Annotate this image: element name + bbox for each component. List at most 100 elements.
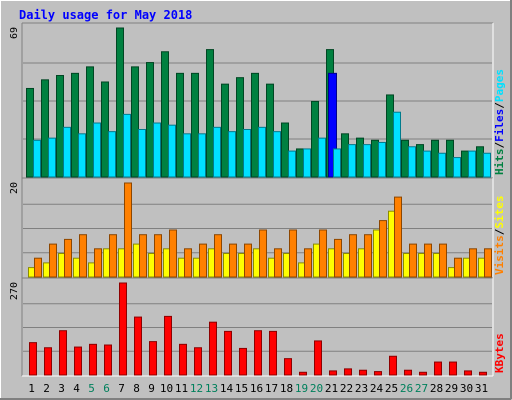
bar-visits: [64, 238, 72, 278]
bar-files: [328, 72, 337, 178]
bar-pages: [303, 148, 311, 178]
bar-visits: [199, 243, 207, 278]
x-tick-label: 19: [295, 382, 308, 395]
bar-pages: [123, 113, 131, 178]
x-tick-label: 3: [58, 382, 65, 395]
bar-pages: [423, 150, 431, 178]
bar-kbytes: [29, 342, 37, 376]
x-tick-label: 7: [118, 382, 125, 395]
bar-hits: [131, 66, 139, 178]
bar-visits: [169, 229, 177, 278]
bar-hits: [461, 150, 469, 178]
side-legend-text: Hits/Files/Pages: [493, 69, 506, 175]
bar-hits: [236, 77, 244, 178]
legend-item-kbytes: KBytes: [493, 333, 506, 373]
legend-item-visits: Visits: [493, 235, 506, 275]
bar-visits: [49, 243, 57, 278]
bar-hits: [71, 72, 79, 178]
bar-kbytes: [344, 368, 352, 376]
bar-visits: [34, 257, 42, 278]
bar-visits: [79, 234, 87, 278]
x-tick-label: 31: [475, 382, 488, 395]
bar-kbytes: [359, 369, 367, 376]
bar-hits: [386, 94, 394, 178]
x-tick-label: 23: [355, 382, 368, 395]
bar-pages: [393, 111, 401, 178]
x-tick-label: 29: [445, 382, 458, 395]
bar-kbytes: [119, 282, 127, 376]
x-tick-label: 20: [310, 382, 323, 395]
panel-visits-sites: 20 Visits/Sites: [9, 177, 506, 279]
bar-kbytes: [89, 343, 97, 376]
x-tick-label: 13: [205, 382, 218, 395]
bar-kbytes: [74, 346, 82, 376]
bar-hits: [176, 72, 184, 178]
bar-visits: [394, 196, 402, 278]
bar-pages: [108, 131, 116, 178]
bar-pages: [333, 148, 341, 178]
bar-pages: [483, 152, 491, 178]
bar-hits: [446, 139, 454, 178]
bar-visits: [244, 243, 252, 278]
x-tick-label: 6: [103, 382, 110, 395]
bar-visits: [364, 234, 372, 278]
bar-kbytes: [389, 355, 397, 376]
bar-kbytes: [329, 370, 337, 376]
bar-visits: [304, 248, 312, 278]
bar-pages: [63, 126, 71, 178]
bar-kbytes: [239, 347, 247, 376]
bar-pages: [33, 139, 41, 178]
x-tick-label: 10: [160, 382, 173, 395]
bar-kbytes: [464, 370, 472, 376]
bar-pages: [198, 133, 206, 178]
bar-kbytes: [104, 344, 112, 376]
legend-item-pages: Pages: [493, 69, 506, 102]
bar-visits: [184, 248, 192, 278]
bar-pages: [258, 126, 266, 178]
bar-hits: [476, 146, 484, 178]
bar-pages: [408, 146, 416, 178]
bar-hits: [311, 100, 319, 178]
bar-hits: [266, 83, 274, 178]
side-legend-text: KBytes: [493, 333, 506, 373]
bar-visits: [484, 248, 492, 278]
bar-visits: [274, 248, 282, 278]
bar-visits: [319, 229, 327, 278]
bar-kbytes: [404, 369, 412, 376]
legend-item-hits: Hits: [493, 149, 506, 176]
side-legend-hits-files-pages: Hits/Files/Pages: [493, 69, 506, 175]
bar-pages: [228, 131, 236, 178]
legend-separator: /: [493, 142, 506, 149]
y-max-label: 20: [9, 182, 20, 194]
bar-visits: [124, 182, 132, 278]
x-tick-label: 8: [133, 382, 140, 395]
bar-hits: [86, 66, 94, 178]
x-tick-label: 12: [190, 382, 203, 395]
bar-kbytes: [314, 340, 322, 376]
bar-pages: [438, 152, 446, 178]
x-tick-label: 17: [265, 382, 278, 395]
x-tick-label: 5: [88, 382, 95, 395]
bar-hits: [26, 87, 34, 178]
bar-visits: [379, 220, 387, 278]
bar-hits: [56, 75, 64, 178]
bar-visits: [439, 243, 447, 278]
bar-hits: [401, 139, 409, 178]
bar-hits: [146, 62, 154, 178]
x-tick-label: 24: [370, 382, 384, 395]
bar-visits: [259, 229, 267, 278]
bar-visits: [229, 243, 237, 278]
bar-pages: [363, 144, 371, 178]
bar-hits: [221, 83, 229, 178]
y-max-label: 270: [9, 282, 20, 300]
bar-pages: [318, 137, 326, 178]
bar-pages: [48, 137, 56, 178]
x-tick-label: 14: [220, 382, 234, 395]
bar-kbytes: [254, 330, 262, 376]
bar-visits: [424, 243, 432, 278]
bar-visits: [454, 257, 462, 278]
bar-kbytes: [59, 330, 67, 376]
bar-kbytes: [224, 330, 232, 376]
bar-hits: [371, 139, 379, 178]
bar-kbytes: [374, 371, 382, 376]
